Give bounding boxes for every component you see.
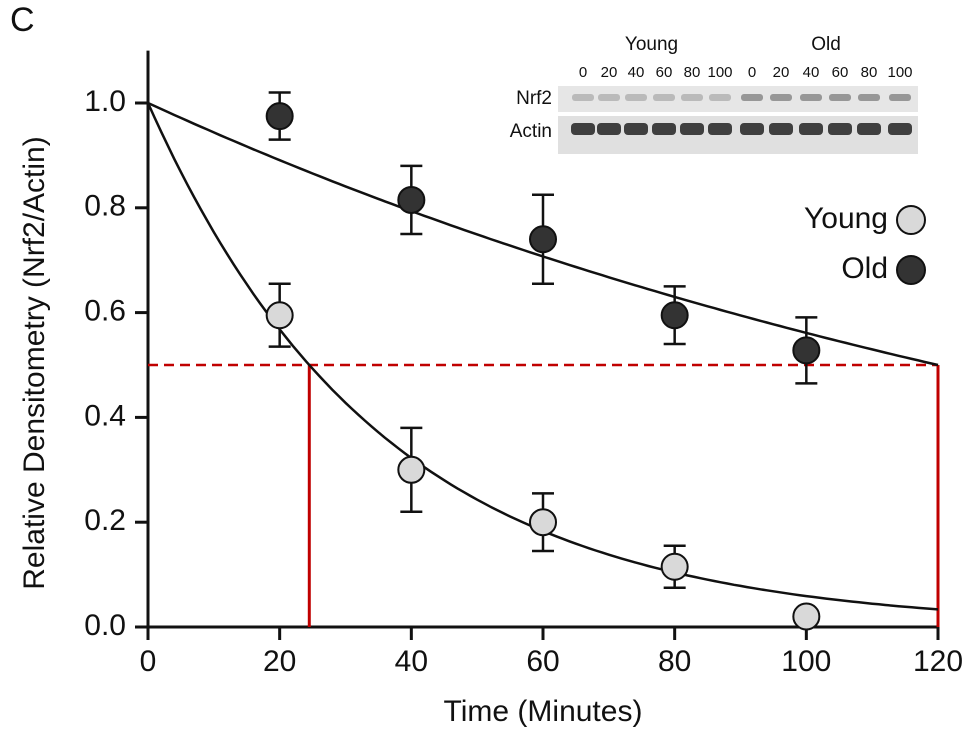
point [660,552,689,581]
y-tick-label: 0.4 [84,399,126,432]
band-actin [769,123,793,135]
lane-label: 100 [887,64,912,81]
band-nrf2 [709,94,731,101]
inset-group-label: Old [811,34,841,55]
lane-label: 60 [832,64,849,81]
band-nrf2 [681,94,703,101]
lane-label: 20 [773,64,790,81]
y-tick-label: 0.0 [84,609,126,642]
x-tick-label: 80 [658,645,691,678]
band-nrf2 [625,94,647,101]
band-actin [597,123,621,135]
inset-group-label: Young [625,34,678,55]
band-actin [680,123,704,135]
band-nrf2 [800,94,822,101]
x-tick-label: 0 [140,645,157,678]
legend-label: Young [804,202,888,235]
band-nrf2 [741,94,763,101]
point [397,455,426,484]
band-actin [799,123,823,135]
band-nrf2 [770,94,792,101]
lane-label: 0 [579,64,587,81]
point [265,102,294,131]
point [792,602,821,631]
point [660,301,689,330]
band-actin [708,123,732,135]
band-nrf2 [598,94,620,101]
legend-swatch [896,255,926,285]
inset-row-label: Nrf2 [516,88,552,109]
x-tick-label: 100 [781,645,831,678]
lane-label: 40 [628,64,645,81]
y-tick-label: 0.6 [84,295,126,328]
lane-label: 40 [803,64,820,81]
band-actin [888,123,912,135]
lane-label: 80 [684,64,701,81]
y-tick-label: 1.0 [84,85,126,118]
point [265,301,294,330]
point [397,185,426,214]
band-actin [571,123,595,135]
x-tick-label: 20 [263,645,296,678]
band-actin [740,123,764,135]
lane-label: 80 [861,64,878,81]
x-tick-label: 40 [395,645,428,678]
lane-label: 100 [707,64,732,81]
band-nrf2 [572,94,594,101]
x-tick-label: 120 [913,645,963,678]
band-actin [857,123,881,135]
point [792,336,821,365]
lane-label: 60 [656,64,673,81]
y-tick-label: 0.2 [84,504,126,537]
lane-label: 20 [601,64,618,81]
inset-row-label: Actin [510,121,552,142]
point [529,225,557,254]
point [529,508,557,537]
blot-nrf2 [558,86,918,112]
y-tick-label: 0.8 [84,190,126,223]
band-nrf2 [889,94,911,101]
blot-actin [558,116,918,154]
band-nrf2 [653,94,675,101]
band-actin [828,123,852,135]
legend-swatch [896,205,926,235]
band-nrf2 [829,94,851,101]
lane-label: 0 [748,64,756,81]
x-axis-title: Time (Minutes) [444,695,643,728]
legend-label: Old [841,252,888,285]
band-actin [652,123,676,135]
y-axis-title: Relative Densitometry (Nrf2/Actin) [18,136,51,589]
band-nrf2 [858,94,880,101]
x-tick-label: 60 [526,645,559,678]
band-actin [624,123,648,135]
panel-label: C [10,1,35,39]
